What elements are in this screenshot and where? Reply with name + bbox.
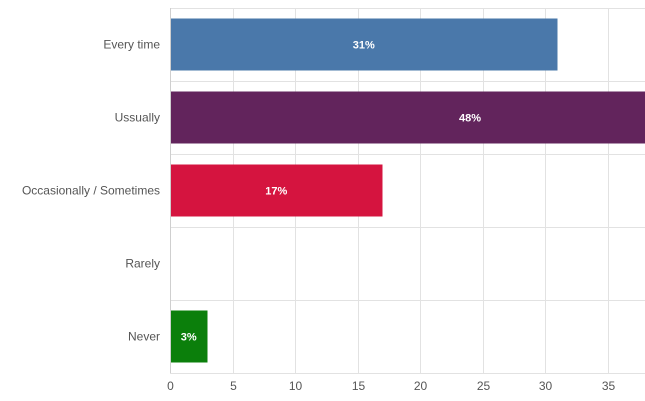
x-tick-label: 20	[414, 379, 428, 393]
bar-data-label: 3%	[181, 332, 197, 344]
bar-data-label: 48%	[459, 113, 481, 125]
bar[interactable]	[170, 18, 558, 71]
category-label: Occasionally / Sometimes	[22, 184, 160, 198]
category-label: Never	[128, 330, 160, 344]
x-tick-label: 5	[230, 379, 237, 393]
category-label: Every time	[103, 38, 160, 52]
x-tick-label: 15	[352, 379, 366, 393]
x-tick-label: 30	[539, 379, 553, 393]
x-tick-label: 25	[477, 379, 491, 393]
x-tick-label: 10	[289, 379, 303, 393]
category-label: Ussually	[115, 111, 160, 125]
x-tick-label: 35	[602, 379, 616, 393]
x-tick-label: 0	[167, 379, 174, 393]
bar[interactable]	[170, 310, 208, 363]
bar[interactable]	[170, 91, 645, 144]
bar[interactable]	[170, 164, 383, 217]
bar-data-label: 17%	[265, 186, 287, 198]
bar-data-label: 31%	[353, 40, 375, 52]
category-label: Rarely	[125, 257, 160, 271]
